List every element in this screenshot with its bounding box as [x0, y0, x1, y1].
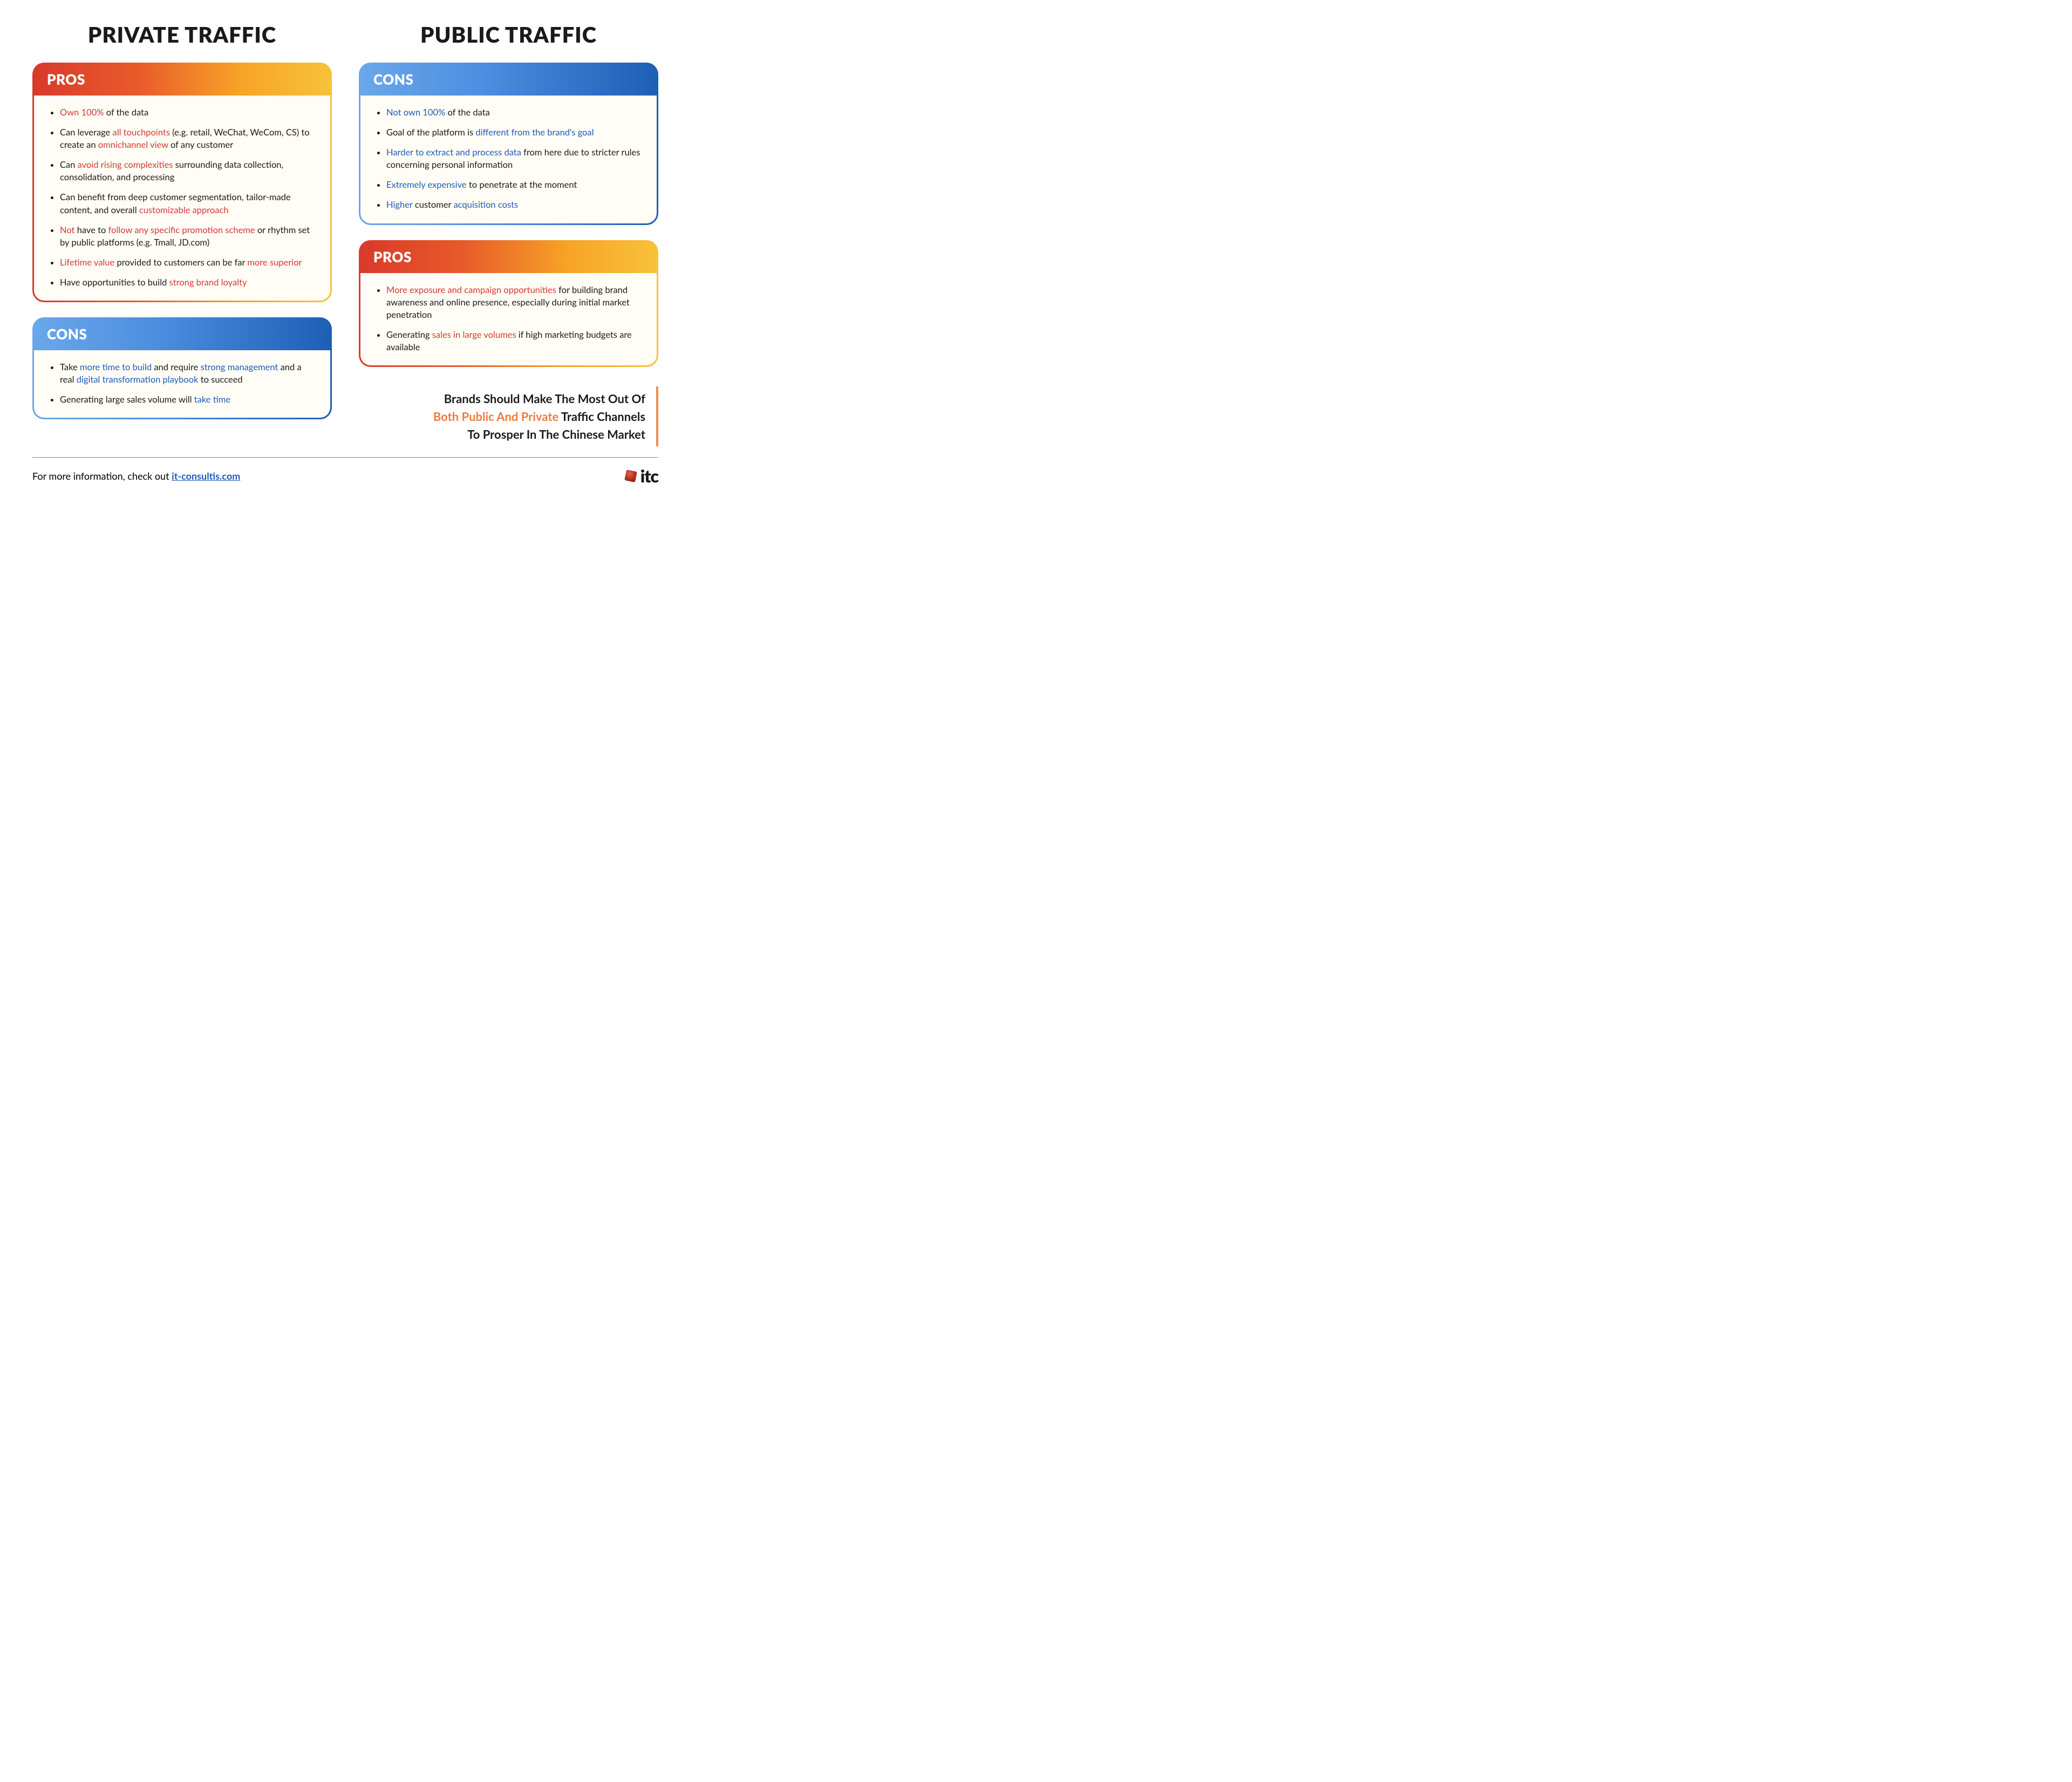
highlighted-text: avoid rising complexities: [78, 159, 173, 170]
highlighted-text: More exposure and campaign opportunities: [386, 284, 556, 295]
footer-link[interactable]: it-consultis.com: [172, 470, 240, 482]
list-item: Can leverage all touchpoints (e.g. retai…: [60, 126, 315, 151]
plain-text: provided to customers can be far: [114, 257, 247, 268]
plain-text: Can leverage: [60, 127, 113, 138]
list-item: Generating large sales volume will take …: [60, 393, 315, 406]
list-item: Can benefit from deep customer segmentat…: [60, 191, 315, 216]
cons-header: CONS: [360, 64, 657, 96]
plain-text: customer: [413, 199, 454, 210]
list-item: Harder to extract and process data from …: [386, 146, 642, 171]
list-item: Lifetime value provided to customers can…: [60, 256, 315, 269]
cons-header: CONS: [34, 319, 330, 350]
public-column-title: PUBLIC TRAFFIC: [359, 22, 658, 47]
pros-header: PROS: [360, 242, 657, 273]
plain-text: have to: [74, 225, 108, 235]
public-cons-list: Not own 100% of the data Goal of the plat…: [376, 106, 642, 212]
comparison-columns: PRIVATE TRAFFIC PROS Own 100% of the dat…: [32, 22, 658, 446]
public-traffic-column: PUBLIC TRAFFIC CONS Not own 100% of the …: [359, 22, 658, 446]
card-body: Not own 100% of the data Goal of the plat…: [360, 96, 657, 223]
list-item: Not own 100% of the data: [386, 106, 642, 119]
public-pros-card: PROS More exposure and campaign opportun…: [359, 240, 658, 367]
private-pros-list: Own 100% of the data Can leverage all tou…: [49, 106, 315, 289]
highlighted-text: different from the brand's goal: [475, 127, 594, 138]
list-item: More exposure and campaign opportunities…: [386, 284, 642, 321]
footer: For more information, check out it-consu…: [32, 457, 658, 486]
itc-logo: itc: [625, 465, 658, 486]
list-item: Generating sales in large volumes if hig…: [386, 329, 642, 353]
highlighted-text: take time: [194, 394, 230, 405]
private-traffic-column: PRIVATE TRAFFIC PROS Own 100% of the dat…: [32, 22, 332, 446]
plain-text: of the data: [445, 107, 490, 118]
logo-icon: [624, 470, 637, 482]
plain-text: Can: [60, 159, 78, 170]
callout-rest: Traffic Channels: [558, 409, 645, 424]
highlighted-text: more time to build: [80, 362, 152, 372]
highlighted-text: sales in large volumes: [432, 329, 516, 340]
private-column-title: PRIVATE TRAFFIC: [32, 22, 332, 47]
summary-callout: Brands Should Make The Most Out Of Both …: [359, 386, 658, 446]
public-pros-list: More exposure and campaign opportunities…: [376, 284, 642, 353]
list-item: Extremely expensive to penetrate at the …: [386, 179, 642, 191]
plain-text: and require: [152, 362, 200, 372]
plain-text: to penetrate at the moment: [467, 179, 577, 190]
plain-text: Generating: [386, 329, 432, 340]
card-body: Own 100% of the data Can leverage all tou…: [34, 96, 330, 301]
callout-line: Brands Should Make The Most Out Of: [359, 390, 645, 407]
highlighted-text: more superior: [247, 257, 302, 268]
highlighted-text: omnichannel view: [98, 139, 168, 150]
card-body: Take more time to build and require stro…: [34, 350, 330, 418]
highlighted-text: strong management: [201, 362, 278, 372]
list-item: Own 100% of the data: [60, 106, 315, 119]
highlighted-text: follow any specific promotion scheme: [108, 225, 255, 235]
public-cons-card: CONS Not own 100% of the data Goal of the…: [359, 63, 658, 225]
highlighted-text: digital transformation playbook: [77, 374, 199, 385]
plain-text: Take: [60, 362, 80, 372]
list-item: Goal of the platform is different from t…: [386, 126, 642, 139]
list-item: Take more time to build and require stro…: [60, 361, 315, 386]
plain-text: Have opportunities to build: [60, 277, 169, 288]
plain-text: of the data: [104, 107, 149, 118]
plain-text: to succeed: [199, 374, 243, 385]
list-item: Can avoid rising complexities surroundin…: [60, 159, 315, 183]
highlighted-text: Higher: [386, 199, 413, 210]
logo-text: itc: [640, 465, 658, 486]
list-item: Higher customer acquisition costs: [386, 199, 642, 211]
highlighted-text: Not: [60, 225, 74, 235]
private-pros-card: PROS Own 100% of the data Can leverage al…: [32, 63, 332, 302]
card-body: More exposure and campaign opportunities…: [360, 273, 657, 365]
list-item: Not have to follow any specific promotio…: [60, 224, 315, 249]
footer-text: For more information, check out it-consu…: [32, 470, 240, 482]
callout-line: Both Public And Private Traffic Channels: [359, 407, 645, 425]
list-item: Have opportunities to build strong brand…: [60, 276, 315, 289]
footer-lead: For more information, check out: [32, 470, 172, 482]
highlighted-text: customizable approach: [139, 205, 229, 215]
highlighted-text: all touchpoints: [113, 127, 170, 138]
highlighted-text: Own 100%: [60, 107, 104, 118]
plain-text: of any customer: [168, 139, 233, 150]
callout-accent: Both Public And Private: [433, 409, 558, 424]
private-cons-list: Take more time to build and require stro…: [49, 361, 315, 406]
highlighted-text: Extremely expensive: [386, 179, 467, 190]
highlighted-text: Lifetime value: [60, 257, 114, 268]
callout-line: To Prosper In The Chinese Market: [359, 425, 645, 443]
highlighted-text: acquisition costs: [453, 199, 518, 210]
plain-text: Goal of the platform is: [386, 127, 475, 138]
highlighted-text: Not own 100%: [386, 107, 445, 118]
pros-header: PROS: [34, 64, 330, 96]
private-cons-card: CONS Take more time to build and require…: [32, 317, 332, 419]
highlighted-text: Harder to extract and process data: [386, 147, 521, 158]
plain-text: Generating large sales volume will: [60, 394, 194, 405]
highlighted-text: strong brand loyalty: [169, 277, 247, 288]
